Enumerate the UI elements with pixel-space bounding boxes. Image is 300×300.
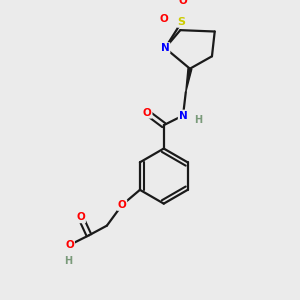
Text: O: O — [143, 108, 152, 118]
Text: N: N — [161, 43, 170, 53]
Text: N: N — [179, 110, 188, 121]
Text: O: O — [76, 212, 85, 222]
Text: S: S — [178, 17, 186, 27]
Text: O: O — [65, 240, 74, 250]
Text: H: H — [194, 115, 202, 124]
Text: O: O — [159, 14, 168, 24]
Text: H: H — [64, 256, 72, 266]
Polygon shape — [186, 68, 192, 92]
Text: O: O — [179, 0, 188, 6]
Text: O: O — [118, 200, 126, 210]
